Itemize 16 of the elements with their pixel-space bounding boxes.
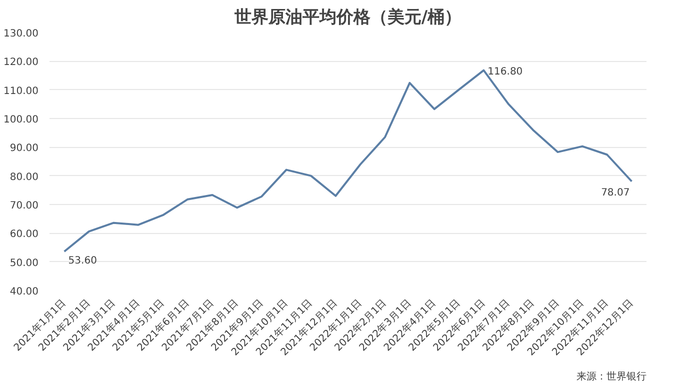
y-tick-label: 130.00 <box>4 28 39 40</box>
data-label: 78.07 <box>601 187 630 198</box>
data-label: 53.60 <box>68 256 97 267</box>
y-tick-label: 40.00 <box>10 286 39 298</box>
y-tick-label: 120.00 <box>4 57 39 68</box>
y-tick-label: 110.00 <box>4 86 39 97</box>
y-tick-label: 50.00 <box>10 258 39 269</box>
chart-title: 世界原油平均价格（美元/桶） <box>233 8 462 28</box>
y-tick-label: 60.00 <box>10 229 39 240</box>
line-series <box>63 69 633 253</box>
y-tick-label: 100.00 <box>4 114 39 126</box>
source-note: 来源：世界银行 <box>576 370 646 382</box>
y-tick-label: 90.00 <box>10 143 39 154</box>
y-tick-label: 70.00 <box>10 200 39 212</box>
data-label: 116.80 <box>488 66 523 78</box>
y-tick-label: 80.00 <box>10 172 39 183</box>
